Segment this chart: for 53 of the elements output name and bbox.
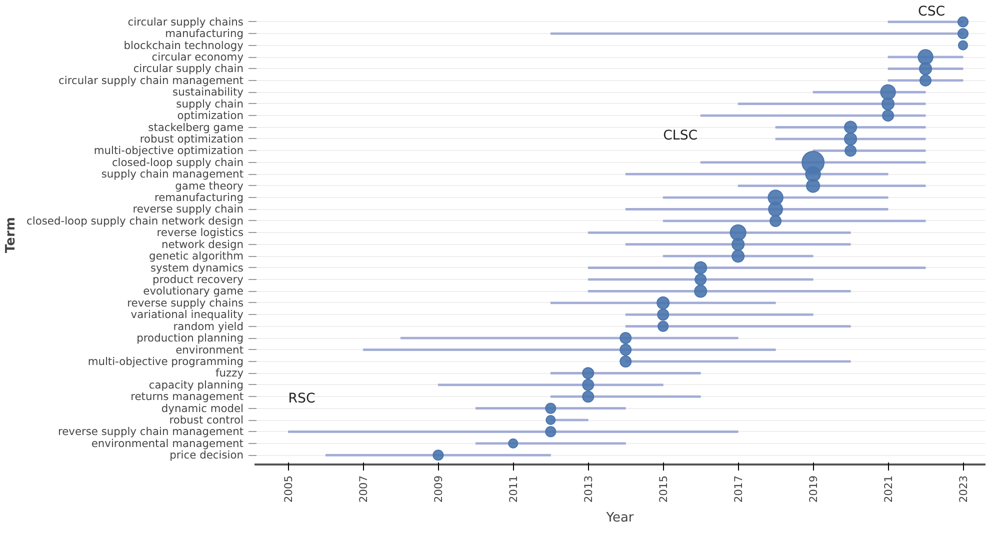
y-tick-label: circular economy bbox=[152, 50, 244, 64]
y-tick-label: optimization bbox=[177, 109, 244, 122]
y-tick-label: reverse supply chain management bbox=[58, 425, 244, 438]
y-tick-label: game theory bbox=[175, 179, 244, 192]
y-tick-label: system dynamics bbox=[150, 261, 244, 274]
x-tick-label: 2007 bbox=[357, 475, 370, 503]
y-tick-label: product recovery bbox=[152, 272, 244, 286]
y-tick-label: price decision bbox=[170, 448, 244, 462]
x-tick-label: 2021 bbox=[882, 475, 896, 503]
y-tick-label: blockchain technology bbox=[124, 38, 244, 52]
y-tick-label: manufacturing bbox=[165, 27, 244, 40]
y-tick-label: circular supply chains bbox=[128, 15, 244, 28]
y-axis-title: Term bbox=[4, 217, 19, 253]
y-tick-label: robust optimization bbox=[140, 132, 244, 146]
y-tick-label: fuzzy bbox=[216, 366, 244, 380]
x-tick-label: 2013 bbox=[582, 475, 596, 503]
y-tick-label: circular supply chain bbox=[133, 62, 244, 76]
x-tick-label: 2015 bbox=[657, 475, 670, 503]
y-tick-label: sustainability bbox=[172, 86, 244, 99]
x-tick-label: 2009 bbox=[432, 475, 446, 503]
y-tick-label: returns management bbox=[130, 390, 244, 404]
x-tick-label: 2019 bbox=[807, 475, 820, 503]
x-axis-title: Year bbox=[605, 510, 634, 526]
y-tick-label: stackelberg game bbox=[148, 120, 244, 134]
y-tick-label: remanufacturing bbox=[154, 191, 244, 204]
x-tick-label: 2005 bbox=[282, 475, 296, 503]
y-tick-label: reverse logistics bbox=[156, 226, 244, 240]
y-tick-label: network design bbox=[161, 238, 244, 251]
y-tick-label: genetic algorithm bbox=[149, 250, 244, 263]
y-tick-label: environmental management bbox=[91, 436, 244, 450]
y-tick-label: production planning bbox=[136, 332, 244, 345]
y-tick-label: supply chain management bbox=[101, 168, 244, 181]
annotation: CSC bbox=[918, 4, 946, 20]
x-tick-label: 2023 bbox=[957, 475, 970, 503]
y-tick-label: supply chain bbox=[176, 97, 244, 110]
x-tick-label: 2017 bbox=[732, 475, 746, 503]
annotation: RSC bbox=[288, 392, 316, 407]
y-tick-label: reverse supply chain bbox=[132, 202, 244, 216]
y-tick-label: closed-loop supply chain network design bbox=[26, 214, 244, 228]
x-tick-label: 2011 bbox=[507, 475, 520, 503]
y-tick-label: capacity planning bbox=[148, 378, 244, 392]
annotation: CLSC bbox=[663, 128, 698, 144]
y-tick-label: robust control bbox=[169, 414, 244, 427]
y-tick-label: multi-objective optimization bbox=[94, 144, 244, 158]
y-tick-label: closed-loop supply chain bbox=[112, 156, 244, 169]
y-tick-label: multi-objective programming bbox=[88, 354, 244, 368]
y-tick-label: environment bbox=[176, 343, 244, 356]
y-tick-label: variational inequality bbox=[130, 308, 244, 322]
y-tick-label: reverse supply chains bbox=[127, 296, 244, 310]
y-tick-label: evolutionary game bbox=[143, 284, 244, 298]
y-tick-label: circular supply chain management bbox=[58, 74, 244, 87]
y-tick-label: dynamic model bbox=[161, 402, 244, 415]
y-tick-label: random yield bbox=[173, 320, 244, 333]
